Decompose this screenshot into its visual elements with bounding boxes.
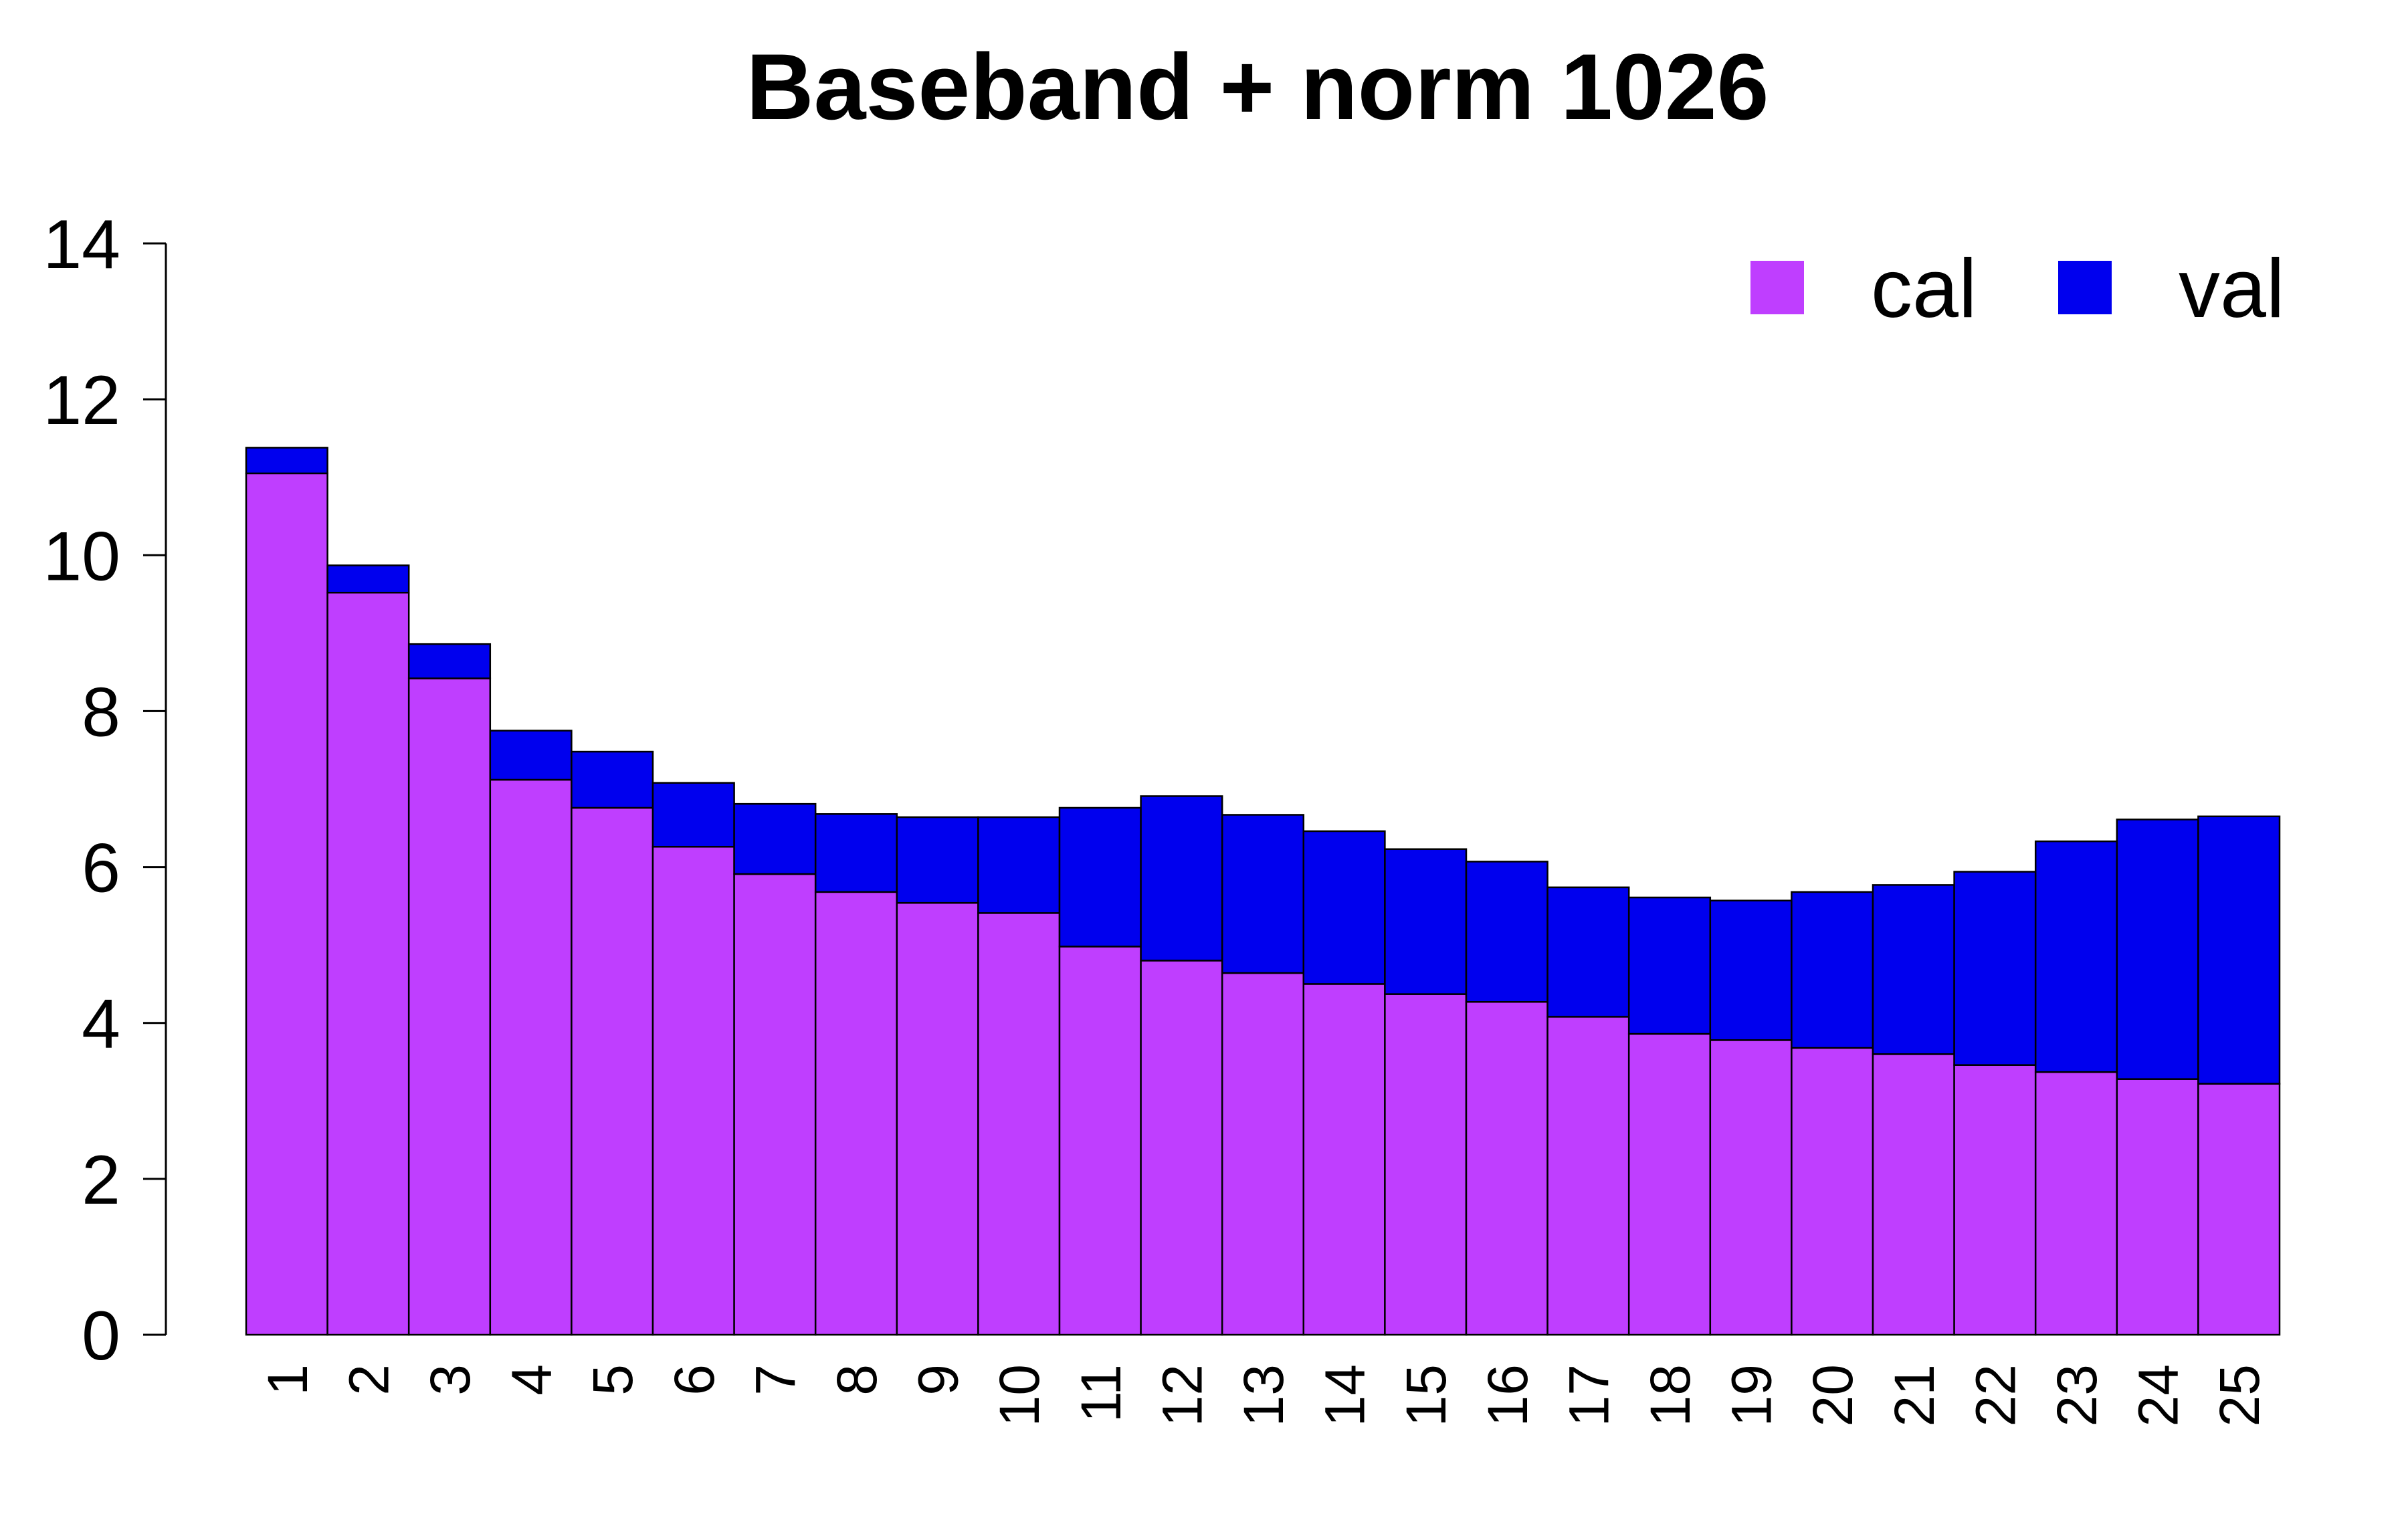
bar-cal-6	[651, 846, 735, 1336]
x-tick-label: 22	[1964, 1364, 2027, 1426]
bar-val-4	[489, 730, 573, 781]
bar-val-15	[1384, 848, 1468, 995]
bar-cal-23	[2034, 1071, 2118, 1336]
bar-cal-24	[2116, 1078, 2199, 1336]
x-tick-label: 4	[500, 1364, 563, 1396]
y-axis: 0 2 4 6 8 10 12 14	[43, 206, 167, 1375]
bar-cal-25	[2197, 1083, 2281, 1336]
bar-cal-1	[245, 472, 328, 1336]
x-tick-label: 18	[1639, 1364, 1702, 1426]
y-tick-label: 12	[43, 362, 120, 439]
bar-cal-5	[571, 806, 654, 1336]
legend-label-val: val	[2179, 243, 2285, 335]
chart-title: Baseband + norm 1026	[746, 34, 1769, 139]
x-tick-label: 10	[988, 1364, 1051, 1426]
y-tick-label: 8	[82, 673, 120, 751]
bars-group	[245, 447, 2281, 1336]
x-tick-label: 7	[744, 1364, 807, 1396]
bar-val-2	[326, 564, 410, 594]
bar-val-25	[2197, 815, 2281, 1085]
y-tick-label: 4	[82, 986, 120, 1063]
bar-cal-21	[1872, 1053, 1955, 1336]
legend-swatch-val	[2058, 261, 2112, 314]
bar-val-21	[1872, 884, 1955, 1055]
x-tick-label: 5	[581, 1364, 644, 1396]
bar-val-13	[1221, 814, 1305, 974]
x-tick-label: 8	[825, 1364, 888, 1396]
bar-val-18	[1627, 896, 1712, 1035]
x-tick-label: 14	[1314, 1364, 1377, 1426]
bar-cal-13	[1221, 972, 1305, 1336]
x-tick-label: 11	[1070, 1364, 1132, 1422]
x-tick-label: 23	[2045, 1364, 2108, 1426]
bar-val-6	[651, 782, 735, 848]
bar-cal-7	[733, 873, 817, 1336]
bar-val-24	[2116, 819, 2199, 1080]
bar-val-14	[1302, 830, 1386, 985]
y-tick-label: 10	[43, 518, 120, 595]
x-tick-label: 15	[1395, 1364, 1458, 1426]
bar-cal-3	[407, 677, 492, 1336]
bar-cal-17	[1546, 1016, 1630, 1336]
bar-cal-9	[896, 901, 979, 1336]
bar-cal-2	[326, 591, 410, 1336]
x-tick-label: 24	[2127, 1364, 2190, 1426]
bar-val-9	[896, 816, 979, 904]
bar-val-7	[733, 802, 817, 875]
bar-cal-16	[1465, 1000, 1548, 1336]
bar-val-19	[1709, 899, 1793, 1041]
bar-cal-15	[1384, 993, 1468, 1336]
bar-val-22	[1953, 871, 2037, 1066]
bar-val-8	[814, 813, 898, 893]
bar-val-10	[977, 816, 1061, 914]
bar-cal-20	[1791, 1047, 1874, 1336]
y-tick-label: 14	[43, 206, 120, 284]
bar-val-3	[407, 643, 492, 679]
y-tick-label: 6	[82, 830, 120, 907]
x-tick-label: 25	[2208, 1364, 2271, 1426]
x-tick-label: 1	[256, 1364, 319, 1396]
x-tick-label: 13	[1232, 1364, 1295, 1426]
bar-cal-4	[489, 778, 573, 1336]
x-tick-label: 19	[1720, 1364, 1783, 1426]
x-tick-label: 2	[337, 1364, 400, 1396]
y-tick-label: 2	[82, 1142, 120, 1219]
bar-cal-18	[1627, 1032, 1712, 1336]
bar-val-17	[1546, 886, 1630, 1018]
bar-cal-12	[1140, 960, 1223, 1336]
x-tick-label: 21	[1883, 1364, 1946, 1426]
x-axis-tick-labels: 1 2 3 4 5 6 7 8 9 10 11 12 13 14 15 16 17 18 19 20 21 22 23 24 2…	[256, 1364, 2271, 1426]
bar-cal-10	[977, 912, 1061, 1336]
bar-cal-19	[1709, 1039, 1793, 1336]
bar-val-1	[245, 447, 328, 475]
x-tick-label: 20	[1801, 1364, 1864, 1426]
x-tick-label: 16	[1476, 1364, 1539, 1426]
x-tick-label: 12	[1150, 1364, 1213, 1426]
x-tick-label: 17	[1557, 1364, 1620, 1426]
bar-val-23	[2034, 840, 2118, 1073]
bar-cal-22	[1953, 1064, 2037, 1336]
x-tick-label: 3	[419, 1364, 482, 1396]
bar-cal-11	[1058, 946, 1142, 1336]
bar-val-5	[571, 750, 654, 809]
y-tick-label: 0	[82, 1297, 120, 1375]
legend: cal val	[1750, 243, 2285, 335]
bar-val-16	[1465, 861, 1548, 1003]
legend-swatch-cal	[1750, 261, 1804, 314]
bar-val-20	[1791, 891, 1874, 1049]
legend-label-cal: cal	[1871, 243, 1977, 335]
x-tick-label: 9	[907, 1364, 970, 1396]
bar-val-11	[1058, 806, 1142, 948]
bar-val-12	[1140, 795, 1223, 962]
x-tick-label: 6	[663, 1364, 726, 1396]
bar-cal-14	[1302, 983, 1386, 1336]
bar-cal-8	[814, 891, 898, 1336]
